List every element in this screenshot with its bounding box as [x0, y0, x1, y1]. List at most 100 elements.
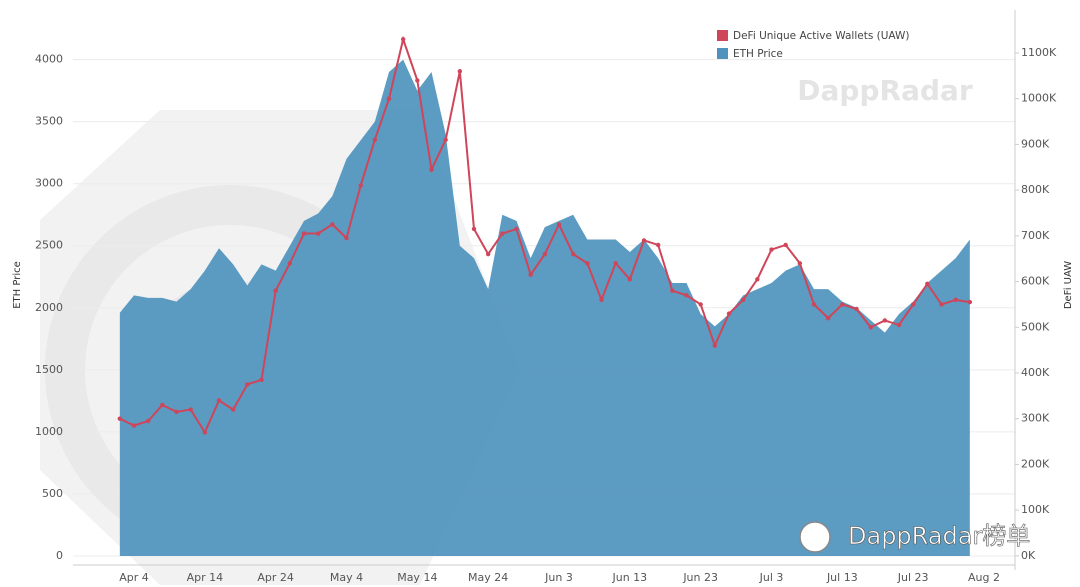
uaw-point	[840, 302, 845, 307]
uaw-point	[542, 251, 548, 257]
y-axis-label: ETH Price	[12, 261, 23, 309]
x-tick-label: Apr 24	[257, 571, 294, 584]
uaw-point	[245, 382, 250, 387]
uaw-point	[726, 311, 732, 316]
uaw-point	[769, 247, 774, 252]
uaw-point	[273, 288, 278, 293]
uaw-point	[400, 37, 406, 42]
uaw-point	[783, 242, 788, 248]
legend-label: ETH Price	[733, 48, 783, 60]
uaw-point	[429, 167, 434, 172]
uaw-point	[443, 137, 448, 143]
y-tick-label: 3500	[35, 115, 63, 128]
uaw-point	[174, 409, 179, 415]
uaw-point	[613, 261, 618, 266]
uaw-point	[131, 423, 137, 428]
uaw-point	[755, 277, 760, 282]
x-tick-label: May 24	[468, 571, 508, 584]
uaw-point	[358, 183, 363, 188]
uaw-point	[910, 302, 916, 307]
uaw-point	[471, 226, 477, 232]
uaw-point	[670, 288, 675, 293]
x-tick-label: Jul 23	[897, 571, 929, 584]
uaw-point	[925, 281, 930, 287]
x-tick-label: Jul 13	[826, 571, 858, 584]
y-tick-label: 1500	[35, 363, 63, 376]
y2-tick-label: 0K	[1021, 549, 1036, 562]
uaw-point	[216, 398, 222, 403]
uaw-point	[712, 343, 718, 348]
x-tick-label: Jul 3	[759, 571, 784, 584]
y-tick-label: 2500	[35, 239, 63, 252]
x-tick-label: Aug 2	[968, 571, 1000, 584]
uaw-point	[287, 261, 293, 266]
y2-tick-label: 700K	[1021, 229, 1050, 242]
y2-tick-label: 1000K	[1021, 92, 1057, 105]
y-tick-label: 500	[42, 487, 63, 500]
uaw-point	[740, 297, 746, 303]
uaw-point	[485, 251, 491, 257]
uaw-point	[655, 242, 661, 248]
uaw-point	[825, 315, 831, 321]
uaw-point	[230, 407, 236, 412]
uaw-point	[953, 297, 958, 303]
x-tick-label: Apr 14	[187, 571, 224, 584]
uaw-point	[528, 272, 533, 277]
x-tick-label: Apr 4	[119, 571, 149, 584]
watermark: DappRadar	[797, 74, 973, 107]
uaw-point	[344, 235, 349, 241]
uaw-point	[315, 231, 321, 236]
uaw-point	[457, 69, 463, 74]
y-tick-label: 4000	[35, 53, 63, 66]
uaw-point	[415, 78, 420, 83]
uaw-point	[259, 377, 264, 383]
uaw-point	[698, 302, 703, 307]
uaw-point	[500, 231, 505, 236]
uaw-point	[896, 322, 902, 328]
x-tick-label: Jun 3	[544, 571, 573, 584]
y2-axis-label: DeFi UAW	[1063, 261, 1074, 309]
overlay: DappRadar榜单	[799, 521, 1031, 553]
y2-tick-label: 900K	[1021, 137, 1050, 150]
overlay-text: DappRadar榜单	[848, 522, 1030, 550]
legend-swatch	[717, 30, 728, 41]
y-tick-label: 3000	[35, 177, 63, 190]
uaw-point	[386, 96, 392, 101]
uaw-point	[627, 277, 633, 282]
y2-tick-label: 100K	[1021, 503, 1050, 516]
x-tick-label: Jun 13	[611, 571, 647, 584]
y-tick-label: 0	[56, 549, 63, 562]
uaw-point	[117, 416, 123, 421]
overlay-icon	[799, 521, 831, 553]
uaw-point	[570, 251, 576, 257]
uaw-point	[585, 261, 590, 266]
y2-tick-label: 500K	[1021, 320, 1050, 333]
uaw-point	[160, 402, 165, 408]
uaw-point	[145, 418, 151, 424]
x-tick-label: May 14	[397, 571, 437, 584]
uaw-point	[967, 299, 973, 305]
uaw-point	[202, 430, 208, 435]
uaw-point	[301, 231, 307, 236]
y2-tick-label: 1100K	[1021, 46, 1057, 59]
uaw-point	[514, 226, 519, 232]
uaw-point	[599, 297, 604, 303]
uaw-point	[684, 293, 689, 298]
legend-label: DeFi Unique Active Wallets (UAW)	[733, 30, 910, 42]
uaw-point	[882, 318, 888, 323]
y2-tick-label: 200K	[1021, 457, 1050, 470]
y-tick-label: 2000	[35, 301, 63, 314]
legend-swatch	[717, 48, 728, 59]
y-tick-label: 1000	[35, 425, 63, 438]
uaw-point	[939, 302, 944, 307]
uaw-point	[641, 238, 647, 243]
price-area	[119, 59, 970, 556]
y2-tick-label: 600K	[1021, 275, 1050, 288]
uaw-point	[188, 407, 193, 412]
uaw-point	[372, 137, 378, 143]
uaw-point	[868, 325, 873, 330]
y2-tick-label: 300K	[1021, 412, 1050, 425]
uaw-point	[330, 222, 335, 227]
uaw-point	[811, 302, 817, 307]
